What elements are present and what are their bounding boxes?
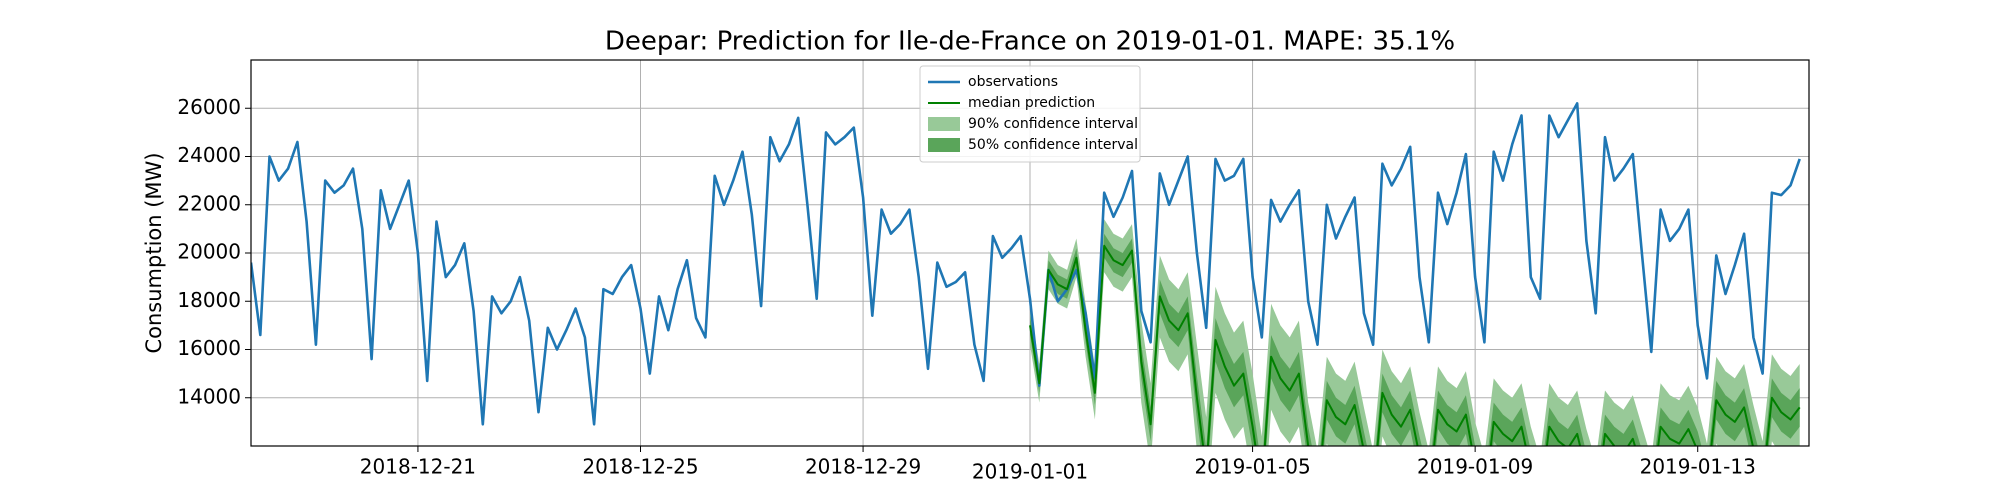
x-tick-label: 2019-01-13 bbox=[1640, 455, 1756, 479]
plot-area bbox=[251, 102, 1801, 446]
chart-title: Deepar: Prediction for Ile-de-France on … bbox=[605, 27, 1455, 57]
confidence-band bbox=[1030, 233, 1800, 446]
legend-label: median prediction bbox=[968, 95, 1095, 111]
legend-swatch bbox=[928, 138, 960, 152]
y-tick-label: 16000 bbox=[177, 336, 241, 360]
confidence-band bbox=[1030, 219, 1800, 446]
y-tick-label: 14000 bbox=[177, 384, 241, 408]
x-tick-label: 2019-01-09 bbox=[1417, 455, 1533, 479]
x-tick-label: 2018-12-25 bbox=[582, 455, 698, 479]
y-tick-label: 24000 bbox=[177, 143, 241, 167]
x-tick-label: 2019-01-01 bbox=[972, 460, 1088, 484]
legend-box bbox=[919, 65, 1141, 163]
y-axis-label: Consumption (MW) bbox=[142, 152, 166, 353]
axes-frame bbox=[250, 59, 1810, 447]
y-tick-label: 18000 bbox=[177, 288, 241, 312]
legend-swatch bbox=[928, 117, 960, 131]
median-line bbox=[1029, 244, 1801, 446]
y-tick-label: 26000 bbox=[177, 95, 241, 119]
series-line bbox=[251, 102, 1801, 426]
x-tick-label: 2018-12-21 bbox=[360, 455, 476, 479]
legend-label: 90% confidence interval bbox=[968, 116, 1138, 132]
legend: observations median prediction 90% confide… bbox=[919, 65, 1141, 163]
x-tick-label: 2018-12-29 bbox=[805, 455, 921, 479]
y-tick-label: 20000 bbox=[177, 240, 241, 264]
y-tick-label: 22000 bbox=[177, 191, 241, 215]
legend-label: observations bbox=[968, 74, 1058, 90]
x-tick-label: 2019-01-05 bbox=[1194, 455, 1310, 479]
legend-label: 50% confidence interval bbox=[968, 137, 1138, 153]
